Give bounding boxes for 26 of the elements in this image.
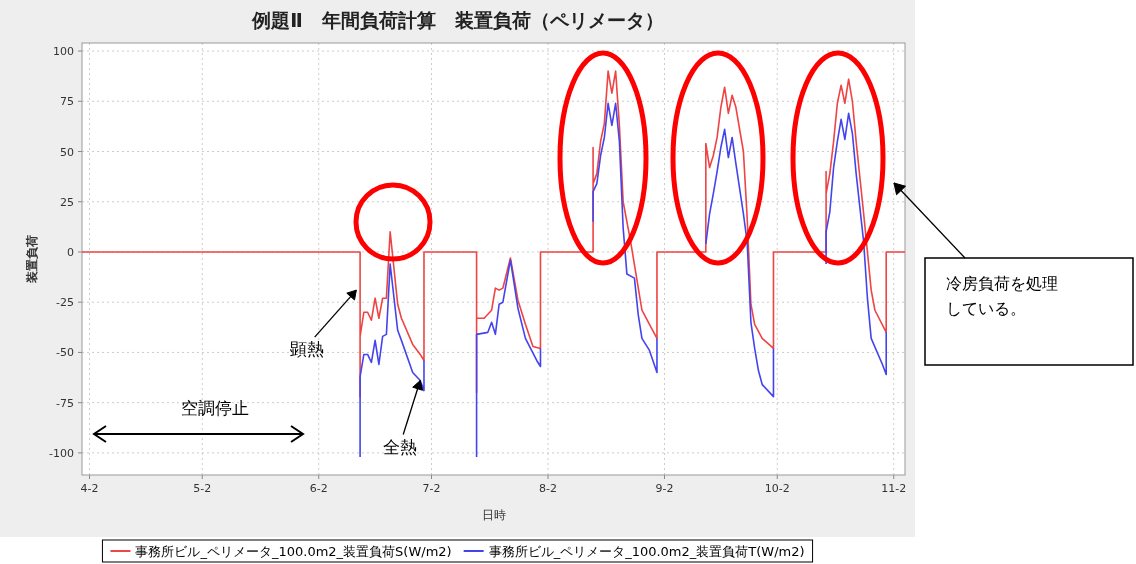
y-tick-label: 75 bbox=[60, 95, 74, 109]
y-tick-label: 0 bbox=[67, 245, 74, 259]
x-tick-label: 9-2 bbox=[655, 482, 674, 495]
chart-title: 例題Ⅱ 年間負荷計算 装置負荷（ペリメータ） bbox=[251, 9, 664, 31]
y-tick-label: -25 bbox=[56, 296, 74, 310]
text: 冷房負荷を処理している。 bbox=[946, 274, 1058, 318]
y-tick-label: 25 bbox=[60, 195, 74, 209]
annotation: 顕熱 bbox=[289, 339, 325, 360]
x-tick-label: 10-2 bbox=[764, 482, 790, 495]
annotation: 空調停止 bbox=[181, 398, 249, 418]
y-tick-label: 50 bbox=[60, 145, 74, 159]
annotation: 全熱 bbox=[383, 436, 418, 457]
x-axis-title: 日時 bbox=[481, 508, 506, 522]
x-tick-label: 6-2 bbox=[309, 482, 328, 495]
y-axis-title: 装置負荷 bbox=[25, 235, 39, 284]
x-tick-label: 7-2 bbox=[422, 482, 441, 495]
legend-label: 事務所ビル_ペリメータ_100.0m2_装置負荷T(W/m2) bbox=[488, 544, 805, 559]
x-tick-label: 4-2 bbox=[80, 482, 99, 495]
y-tick-label: 100 bbox=[53, 45, 74, 59]
legend-label: 事務所ビル_ペリメータ_100.0m2_装置負荷S(W/m2) bbox=[135, 544, 452, 559]
y-tick-label: -75 bbox=[56, 396, 74, 410]
y-tick-label: -100 bbox=[49, 446, 74, 460]
x-tick-label: 11-2 bbox=[881, 482, 907, 495]
y-tick-label: -50 bbox=[56, 346, 74, 360]
x-tick-label: 8-2 bbox=[539, 482, 557, 495]
x-tick-label: 5-2 bbox=[193, 482, 212, 495]
